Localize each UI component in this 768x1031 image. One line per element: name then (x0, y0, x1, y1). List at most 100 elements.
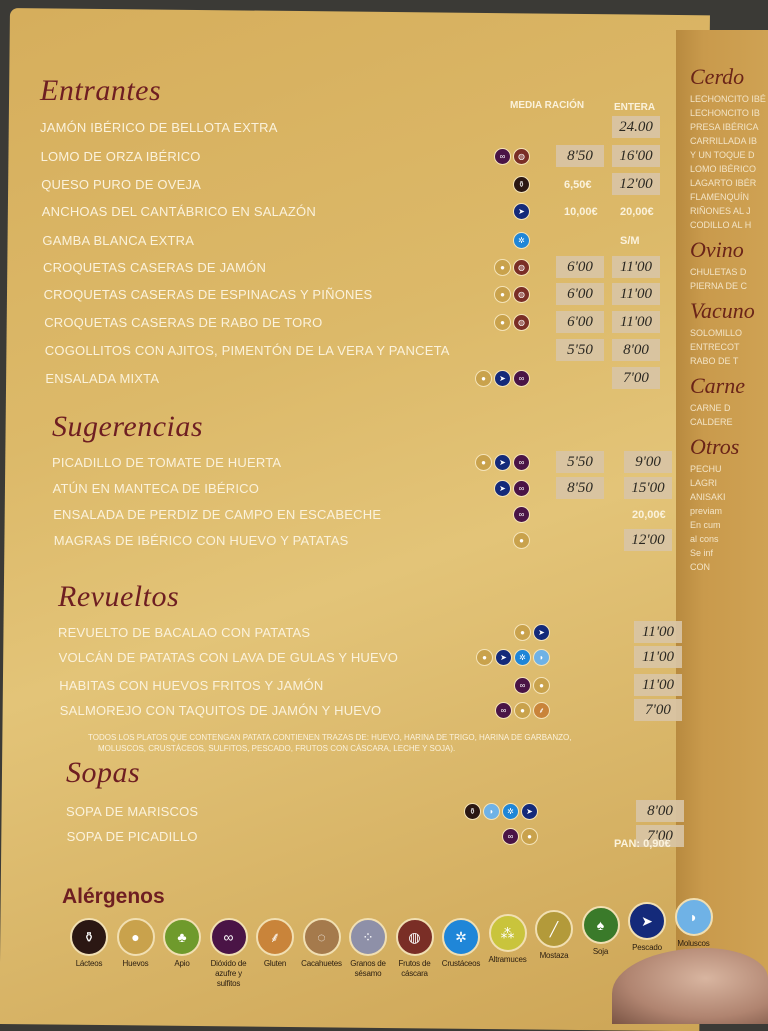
media-price: 8'50 (556, 477, 604, 499)
right-menu-item: LECHONCITO IB (690, 108, 760, 118)
menu-item-name[interactable]: REVUELTO DE BACALAO CON PATATAS (58, 625, 311, 640)
allergen-icons: ∞ ● (514, 677, 550, 694)
entera-price: 11'00 (612, 256, 660, 278)
crustaceos-icon: ✲ (513, 232, 530, 249)
section-title: Sugerencias (52, 410, 204, 443)
allergen-label: Cacahuetes (301, 959, 342, 968)
allergen-note: MOLUSCOS, CRUSTÁCEOS, SULFITOS, PESCADO,… (98, 744, 456, 753)
huevos-icon: ● (494, 259, 511, 276)
huevos-icon: ● (475, 454, 492, 471)
menu-item-name[interactable]: ANCHOAS DEL CANTÁBRICO EN SALAZÓN (41, 204, 316, 219)
allergen-label: Gluten (263, 959, 287, 968)
right-menu-item: LOMO IBÉRICO (690, 164, 757, 174)
huevos-icon: ● (514, 624, 531, 641)
menu-item-name[interactable]: VOLCÁN DE PATATAS CON LAVA DE GULAS Y HU… (58, 650, 399, 665)
pescado-icon: ➤ (495, 649, 512, 666)
menu-item-name[interactable]: CROQUETAS CASERAS DE JAMÓN (43, 260, 267, 275)
menu-item-name[interactable]: MAGRAS DE IBÉRICO CON HUEVO Y PATATAS (53, 533, 349, 548)
menu-item-name[interactable]: ATÚN EN MANTECA DE IBÉRICO (52, 481, 260, 496)
right-menu-item: CARRILLADA IB (690, 136, 758, 146)
apio-icon: ♣ (163, 918, 201, 956)
bread-price: PAN: 0,90€ (614, 838, 671, 850)
media-price: 6'00 (556, 311, 604, 333)
allergen-icons: ∞ ◍ (494, 148, 530, 165)
huevos-icon: ● (476, 649, 493, 666)
menu-item-name[interactable]: JAMÓN IBÉRICO DE BELLOTA EXTRA (40, 120, 278, 135)
right-menu-item: RIÑONES AL J (690, 206, 751, 216)
menu-item-name[interactable]: ENSALADA MIXTA (45, 371, 160, 386)
frutos-cascara-icon: ◍ (395, 918, 434, 956)
huevos-icon: ● (521, 828, 538, 845)
huevos-icon: ● (514, 702, 531, 719)
allergen-legend-item: ♠ Soja (578, 906, 624, 957)
allergen-label: Dióxido de azufre y sulfitos (210, 959, 247, 988)
menu-item-name[interactable]: CROQUETAS CASERAS DE ESPINACAS Y PIÑONES (43, 287, 373, 302)
pescado-icon: ➤ (533, 624, 550, 641)
menu-item-name[interactable]: PICADILLO DE TOMATE DE HUERTA (52, 455, 282, 470)
right-menu-item: CALDERE (690, 417, 733, 427)
menu-item-name[interactable]: QUESO PURO DE OVEJA (41, 177, 202, 192)
menu-item-name[interactable]: SOPA DE PICADILLO (66, 829, 198, 844)
entera-price: 24.00 (612, 116, 660, 138)
allergen-label: Soja (592, 947, 609, 956)
allergen-legend-item: ◌ Cacahuetes (299, 918, 345, 969)
entera-price: 8'00 (612, 339, 660, 361)
entera-price: 7'00 (634, 699, 682, 721)
entera-price: 11'00 (612, 283, 660, 305)
right-section-title: Cerdo (690, 64, 745, 89)
menu-item-name[interactable]: SALMOREJO CON TAQUITOS DE JAMÓN Y HUEVO (59, 703, 382, 718)
huevos-icon: ● (533, 677, 550, 694)
right-menu-item: CON (690, 562, 710, 572)
menu-item-name[interactable]: ENSALADA DE PERDIZ DE CAMPO EN ESCABECHE (53, 507, 382, 522)
entera-price: 20,00€ (632, 509, 666, 521)
allergen-legend-item: ➤ Pescado (624, 902, 670, 953)
menu-item-name[interactable]: COGOLLITOS CON AJITOS, PIMENTÓN DE LA VE… (44, 343, 450, 358)
soja-icon: ♠ (581, 906, 620, 944)
right-menu-item: PECHU (690, 464, 722, 474)
lacteos-icon: ⚱ (70, 918, 108, 956)
allergen-icons: ∞ (513, 506, 530, 523)
menu-item-name[interactable]: CROQUETAS CASERAS DE RABO DE TORO (44, 315, 323, 330)
crustaceos-icon: ✲ (502, 803, 519, 820)
menu-right-page (676, 30, 768, 1024)
crustaceos-icon: ✲ (442, 918, 480, 956)
lacteos-icon: ⚱ (513, 176, 530, 193)
allergen-icons: ● ➤ ✲ ◗ (476, 649, 550, 666)
entera-price: 8'00 (636, 800, 684, 822)
menu-item-name[interactable]: HABITAS CON HUEVOS FRITOS Y JAMÓN (59, 678, 324, 693)
menu-item-name[interactable]: GAMBA BLANCA EXTRA (42, 233, 195, 248)
huevos-icon: ● (475, 370, 492, 387)
moluscos-icon: ◗ (483, 803, 500, 820)
pescado-icon: ➤ (494, 370, 511, 387)
column-header-entera: ENTERA (614, 102, 656, 113)
allergen-label: Moluscos (677, 939, 710, 948)
allergen-label: Granos de sésamo (350, 959, 386, 978)
sulfitos-icon: ∞ (494, 148, 511, 165)
sesamo-icon: ⁘ (349, 918, 387, 956)
allergen-legend-item: ✲ Crustáceos (438, 918, 484, 969)
moluscos-icon: ◗ (533, 649, 550, 666)
sulfitos-icon: ∞ (513, 480, 530, 497)
thumb (612, 948, 768, 1024)
pescado-icon: ➤ (494, 480, 511, 497)
right-menu-item: CARNE D (690, 403, 731, 413)
right-menu-item: al cons (690, 534, 719, 544)
allergen-label: Altramuces (488, 955, 527, 964)
entera-price: 9'00 (624, 451, 672, 473)
media-price: 8'50 (556, 145, 604, 167)
menu-item-name[interactable]: LOMO DE ORZA IBÉRICO (40, 149, 201, 164)
media-price: 5'50 (556, 451, 604, 473)
huevos-icon: ● (494, 314, 511, 331)
allergen-icons: ⚱ (513, 176, 530, 193)
menu-item-name[interactable]: SOPA DE MARISCOS (66, 804, 199, 819)
allergen-legend-item: ● Huevos (113, 918, 159, 969)
right-section-title: Vacuno (690, 298, 755, 323)
right-section-title: Ovino (690, 237, 744, 262)
pescado-icon: ➤ (521, 803, 538, 820)
right-menu-item: Y UN TOQUE D (690, 150, 755, 160)
allergen-legend-item: ◍ Frutos de cáscara (392, 918, 438, 979)
frutos-cascara-icon: ◍ (513, 259, 530, 276)
entera-price: 7'00 (636, 825, 684, 847)
huevos-icon: ● (116, 918, 155, 956)
sulfitos-icon: ∞ (209, 918, 248, 956)
